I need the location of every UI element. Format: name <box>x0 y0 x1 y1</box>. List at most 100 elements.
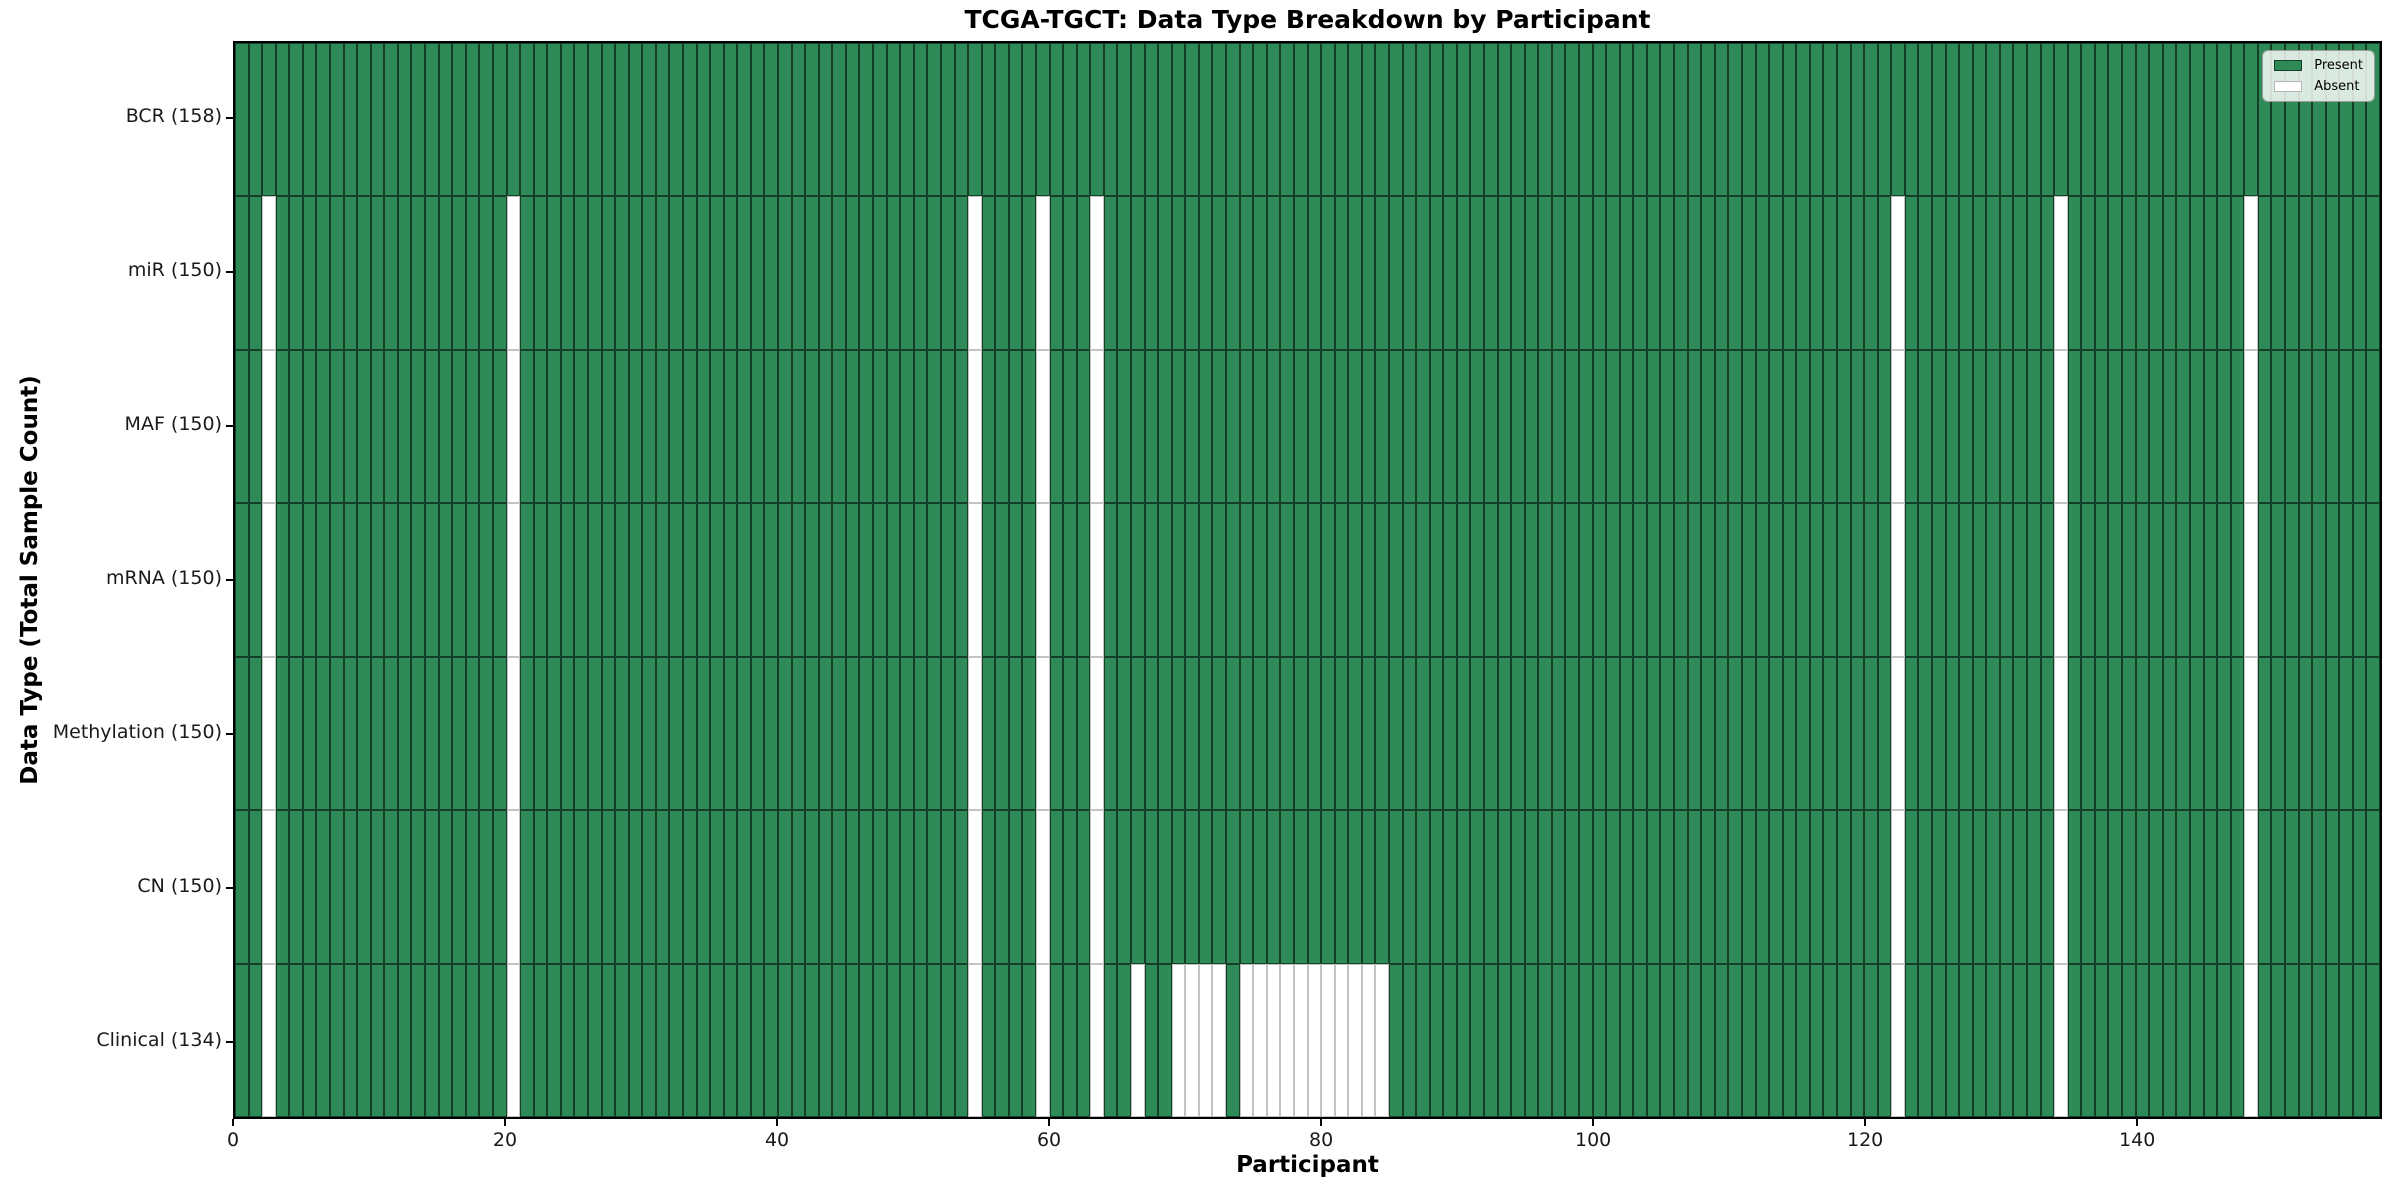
matrix-cell <box>2366 963 2380 1117</box>
matrix-cell <box>1891 43 1905 197</box>
matrix-cell <box>1483 656 1498 811</box>
matrix-cell <box>1769 196 1783 350</box>
matrix-cell <box>1633 503 1647 657</box>
matrix-cell <box>805 196 819 350</box>
matrix-cell <box>2054 43 2068 197</box>
matrix-cell <box>384 810 398 964</box>
matrix-cell <box>2081 963 2095 1117</box>
matrix-cell <box>1999 503 2014 657</box>
matrix-cell <box>805 349 819 504</box>
matrix-cell <box>1986 656 2000 811</box>
matrix-cell <box>1022 963 1036 1117</box>
matrix-cell <box>397 43 412 197</box>
matrix-cell <box>723 196 738 350</box>
matrix-row-methylation <box>235 656 2380 811</box>
matrix-cell <box>628 656 643 811</box>
matrix-cell <box>316 43 331 197</box>
matrix-cell <box>1823 656 1837 811</box>
matrix-cell <box>2271 810 2285 964</box>
matrix-cell <box>1999 43 2014 197</box>
matrix-cell <box>1198 963 1213 1117</box>
matrix-cell <box>791 349 806 504</box>
matrix-cell <box>1579 810 1593 964</box>
matrix-cell <box>1198 503 1213 657</box>
matrix-cell <box>1524 656 1539 811</box>
matrix-cell <box>669 656 683 811</box>
matrix-cell <box>1755 349 1770 504</box>
matrix-cell <box>289 810 303 964</box>
matrix-cell <box>995 43 1009 197</box>
matrix-cell <box>275 656 290 811</box>
matrix-cell <box>655 43 670 197</box>
matrix-cell <box>764 963 779 1117</box>
matrix-cell <box>615 349 629 504</box>
matrix-cell <box>1429 196 1444 350</box>
matrix-cell <box>2176 196 2190 350</box>
matrix-cell <box>2203 43 2218 197</box>
matrix-cell <box>2108 656 2123 811</box>
matrix-cell <box>248 43 263 197</box>
x-tick-mark <box>1864 1119 1867 1126</box>
matrix-cell <box>1144 43 1159 197</box>
matrix-cell <box>316 503 331 657</box>
matrix-cell <box>1334 963 1349 1117</box>
matrix-cell <box>2094 503 2109 657</box>
matrix-cell <box>1619 810 1634 964</box>
matrix-cell <box>1063 43 1077 197</box>
matrix-cell <box>1646 349 1661 504</box>
matrix-cell <box>235 810 249 964</box>
matrix-cell <box>1035 810 1050 964</box>
y-tick-mark <box>226 887 233 889</box>
matrix-cell <box>2013 196 2028 350</box>
matrix-cell <box>506 810 521 964</box>
matrix-cell <box>696 43 711 197</box>
matrix-cell <box>492 349 507 504</box>
matrix-cell <box>1809 196 1824 350</box>
matrix-cell <box>1877 43 1892 197</box>
matrix-cell <box>1456 349 1471 504</box>
matrix-cell <box>316 963 331 1117</box>
matrix-cell <box>1063 503 1077 657</box>
matrix-cell <box>642 656 656 811</box>
matrix-cell <box>1076 349 1091 504</box>
matrix-cell <box>1443 963 1457 1117</box>
matrix-cell <box>1755 196 1770 350</box>
matrix-cell <box>1388 656 1403 811</box>
matrix-cell <box>1321 349 1335 504</box>
matrix-cell <box>425 656 439 811</box>
matrix-cell <box>791 963 806 1117</box>
matrix-cell <box>1266 810 1281 964</box>
matrix-cell <box>2094 656 2109 811</box>
x-tick-label: 120 <box>1847 1129 1884 1151</box>
matrix-cell <box>818 43 833 197</box>
matrix-cell <box>2094 810 2109 964</box>
matrix-cell <box>370 196 385 350</box>
matrix-cell <box>533 196 548 350</box>
matrix-cell <box>1551 656 1566 811</box>
matrix-cell <box>764 503 779 657</box>
matrix-cell <box>1877 349 1892 504</box>
matrix-cell <box>397 349 412 504</box>
matrix-cell <box>2366 349 2380 504</box>
matrix-cell <box>1022 656 1036 811</box>
matrix-cell <box>913 810 928 964</box>
matrix-cell <box>900 349 914 504</box>
y-tick-mark <box>226 733 233 735</box>
matrix-cell <box>1022 810 1036 964</box>
matrix-cell <box>1307 196 1322 350</box>
matrix-cell <box>1388 503 1403 657</box>
matrix-cell <box>1103 963 1118 1117</box>
matrix-cell <box>411 963 426 1117</box>
matrix-cell <box>886 810 901 964</box>
matrix-cell <box>1103 503 1118 657</box>
x-tick-mark <box>1048 1119 1051 1126</box>
x-tick-mark <box>2136 1119 2139 1126</box>
matrix-cell <box>954 349 969 504</box>
matrix-cell <box>1049 503 1064 657</box>
matrix-cell <box>1008 656 1023 811</box>
matrix-cell <box>2189 963 2204 1117</box>
matrix-cell <box>262 349 276 504</box>
matrix-cell <box>425 963 439 1117</box>
matrix-cell <box>384 656 398 811</box>
